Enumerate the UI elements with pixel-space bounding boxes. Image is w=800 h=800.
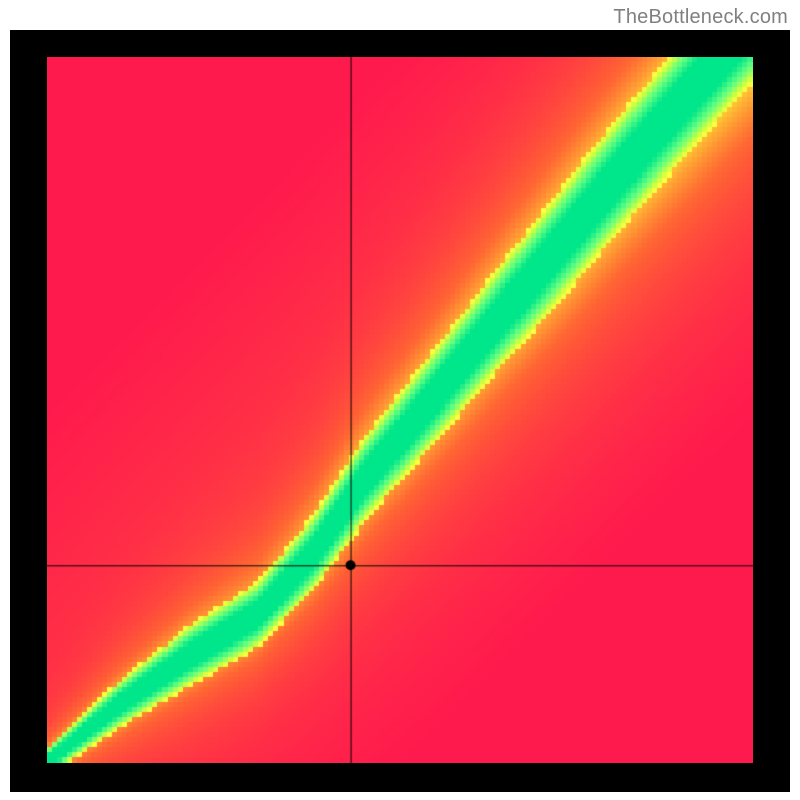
watermark-text: TheBottleneck.com xyxy=(613,6,788,29)
crosshair-overlay xyxy=(47,57,753,763)
